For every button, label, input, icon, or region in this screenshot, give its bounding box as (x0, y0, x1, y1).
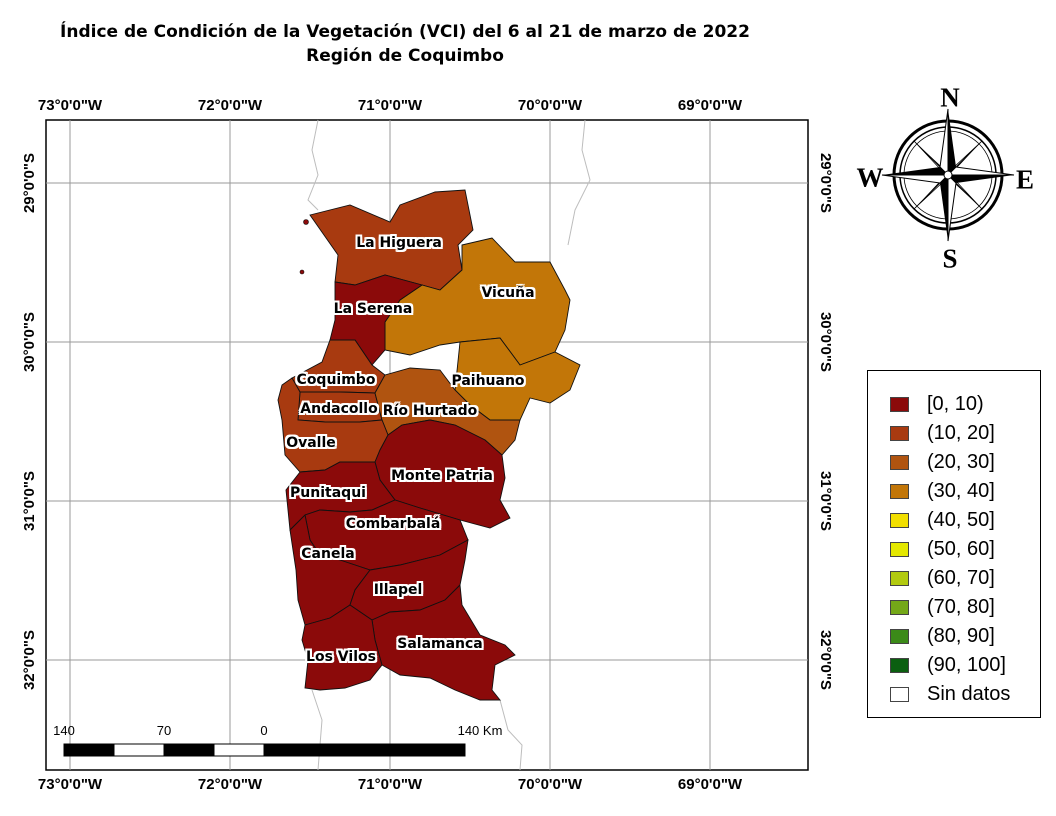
tick-bottom-73w: 73°0'0"W (37, 776, 103, 793)
legend-label: (30, 40] (927, 479, 995, 502)
legend-item: (70, 80] (890, 594, 995, 620)
legend-label: (10, 20] (927, 421, 995, 444)
legend-box: [0, 10) (10, 20] (20, 30] (30, 40] (40, 50] (… (867, 370, 1041, 718)
label-coquimbo: Coquimbo (296, 372, 376, 388)
label-illapel: Illapel (373, 582, 423, 598)
tick-bottom-69w: 69°0'0"W (677, 776, 743, 793)
legend-swatch (890, 686, 909, 702)
label-la-serena: La Serena (333, 301, 413, 317)
label-vicuna: Vicuña (481, 285, 535, 301)
andes-border-south (499, 699, 523, 771)
legend-label: (60, 70] (927, 566, 995, 589)
legend-swatch (890, 599, 909, 615)
scale-label-70: 70 (156, 723, 172, 738)
legend-label: (40, 50] (927, 508, 995, 531)
label-la-higuera: La Higuera (356, 235, 442, 251)
legend-item: Sin datos (890, 681, 1010, 707)
label-combarbala: Combarbalá (345, 516, 441, 532)
compass-n-label: N (940, 82, 960, 113)
compass-s-label: S (942, 243, 958, 274)
compass-diagonal-points (913, 140, 983, 210)
tick-right-30s: 30°0'0"S (817, 311, 834, 373)
label-ovalle: Ovalle (286, 435, 336, 451)
compass-w-label: W (856, 162, 884, 193)
commune-salamanca (371, 584, 516, 701)
tick-top-69w: 69°0'0"W (677, 97, 743, 114)
scale-seg-3 (163, 743, 215, 757)
tick-bottom-71w: 71°0'0"W (357, 776, 423, 793)
tick-top-72w: 72°0'0"W (197, 97, 263, 114)
legend-label: (90, 100] (927, 653, 1006, 676)
tick-bottom-72w: 72°0'0"W (197, 776, 263, 793)
scale-seg-2 (113, 743, 165, 757)
legend-label: Sin datos (927, 682, 1011, 705)
scale-label-140-left: 140 (53, 723, 75, 738)
label-salamanca: Salamanca (397, 636, 483, 652)
label-los-vilos: Los Vilos (306, 649, 376, 665)
tick-top-71w: 71°0'0"W (357, 97, 423, 114)
scale-label-0: 0 (260, 723, 268, 738)
legend-swatch (890, 454, 909, 470)
tick-left-31s: 31°0'0"S (21, 470, 38, 532)
legend-label: (50, 60] (927, 537, 995, 560)
andes-border-north (567, 119, 591, 246)
scale-seg-1 (63, 743, 115, 757)
label-andacollo: Andacollo (300, 401, 378, 417)
legend-swatch (890, 657, 909, 673)
scale-label-140-km: 140 Km (457, 723, 503, 738)
tick-left-29s: 29°0'0"S (21, 152, 38, 214)
commune-los-vilos (301, 604, 383, 691)
compass-e-label: E (1015, 164, 1035, 195)
label-rio-hurtado: Río Hurtado (382, 403, 478, 419)
label-canela: Canela (301, 546, 355, 562)
legend-item: [0, 10) (890, 391, 984, 417)
tick-right-32s: 32°0'0"S (817, 629, 834, 691)
label-paihuano: Paihuano (451, 373, 525, 389)
label-monte-patria: Monte Patria (391, 468, 493, 484)
legend-item: (30, 40] (890, 478, 995, 504)
communes (277, 189, 581, 701)
legend-item: (40, 50] (890, 507, 995, 533)
island-north-1 (303, 219, 309, 225)
map-title: Índice de Condición de la Vegetación (VC… (60, 22, 750, 42)
scale-seg-4 (213, 743, 265, 757)
legend-item: (80, 90] (890, 623, 995, 649)
compass-cardinal-points (881, 108, 1015, 242)
tick-top-70w: 70°0'0"W (517, 97, 583, 114)
compass-rose (881, 108, 1015, 242)
north-border-line (307, 119, 319, 211)
legend-label: (20, 30] (927, 450, 995, 473)
legend-swatch (890, 512, 909, 528)
legend-item: (10, 20] (890, 420, 995, 446)
legend-swatch (890, 541, 909, 557)
tick-bottom-70w: 70°0'0"W (517, 776, 583, 793)
scale-bar (63, 743, 466, 757)
legend-swatch (890, 483, 909, 499)
tick-left-30s: 30°0'0"S (21, 311, 38, 373)
legend-swatch (890, 628, 909, 644)
legend-item: (50, 60] (890, 536, 995, 562)
commune-la-serena (329, 274, 424, 366)
legend-label: (80, 90] (927, 624, 995, 647)
legend-swatch (890, 425, 909, 441)
tick-top-73w: 73°0'0"W (37, 97, 103, 114)
islands (299, 219, 309, 275)
scale-seg-5 (263, 743, 466, 757)
legend-label: (70, 80] (927, 595, 995, 618)
label-punitaqui: Punitaqui (290, 485, 366, 501)
legend-label: [0, 10) (927, 392, 984, 415)
island-north-2 (299, 269, 305, 275)
tick-left-32s: 32°0'0"S (21, 629, 38, 691)
tick-right-29s: 29°0'0"S (817, 152, 834, 214)
tick-right-31s: 31°0'0"S (817, 470, 834, 532)
legend-swatch (890, 396, 909, 412)
legend-item: (60, 70] (890, 565, 995, 591)
legend-item: (20, 30] (890, 449, 995, 475)
map-subtitle: Región de Coquimbo (306, 46, 504, 66)
legend-item: (90, 100] (890, 652, 1006, 678)
legend-swatch (890, 570, 909, 586)
